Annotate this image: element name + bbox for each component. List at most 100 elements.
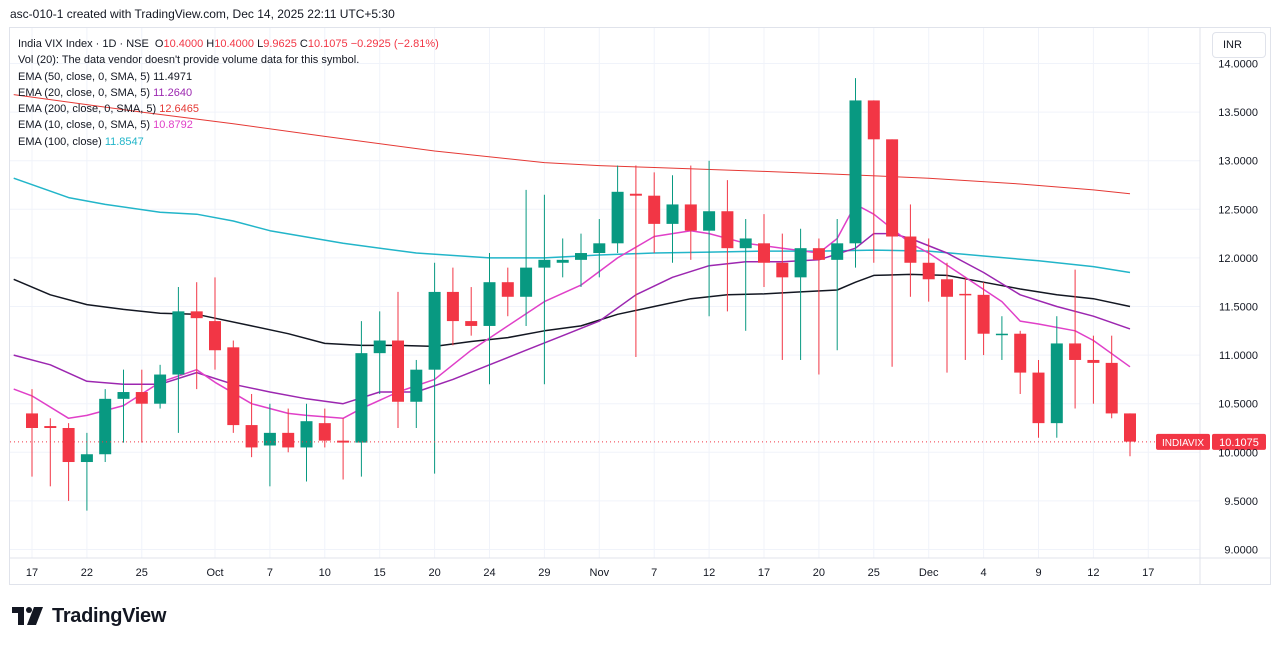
- candle-body: [886, 139, 899, 237]
- ema-200-label: EMA (200, close, 0, SMA, 5): [18, 103, 157, 116]
- candle-body: [1050, 343, 1063, 424]
- ema-10-label: EMA (10, close, 0, SMA, 5): [18, 119, 151, 132]
- candle-body: [483, 282, 496, 326]
- ema-line: [13, 203, 1131, 420]
- y-tick-label: 13.0000: [1218, 156, 1258, 168]
- candle: [703, 160, 716, 317]
- legend-ema-100[interactable]: EMA (100, close) 11.8547: [18, 134, 439, 150]
- chart-frame: [9, 27, 1271, 585]
- candle: [465, 287, 478, 336]
- candle: [1069, 269, 1082, 409]
- y-tick-label: 13.5000: [1218, 107, 1258, 119]
- candle: [337, 418, 350, 480]
- legend: India VIX Index · 1D · NSE O10.4000 H10.…: [18, 36, 439, 150]
- x-tick-label: 17: [758, 567, 770, 579]
- candle-body: [300, 421, 313, 448]
- y-axis: 9.0000 9.5000 10.0000 10.5000 11.0000 11.5000…: [1218, 59, 1258, 557]
- candle: [1032, 359, 1045, 438]
- candle-body: [428, 291, 441, 370]
- x-tick-label: Nov: [590, 567, 610, 579]
- candle-body: [446, 291, 459, 322]
- symbol-tag: [1156, 433, 1210, 450]
- candle: [721, 180, 734, 312]
- page-title: asc-010-1 created with TradingView.com, …: [10, 7, 395, 21]
- candle: [1124, 413, 1136, 457]
- legend-ema-10[interactable]: EMA (10, close, 0, SMA, 5) 10.8792: [18, 117, 439, 133]
- candle-body: [721, 211, 734, 249]
- legend-symbol-row[interactable]: India VIX Index · 1D · NSE O10.4000 H10.…: [18, 36, 439, 52]
- candle-body: [520, 267, 533, 297]
- x-tick-label: Dec: [919, 567, 939, 579]
- candle-body: [556, 259, 569, 263]
- x-tick-label: 20: [813, 567, 825, 579]
- candle: [26, 389, 38, 477]
- candle-body: [629, 193, 642, 196]
- candle: [154, 364, 167, 409]
- candle-body: [1087, 359, 1100, 363]
- candle-body: [648, 195, 661, 224]
- x-tick-label: 24: [483, 567, 495, 579]
- y-tick-label: 10.5000: [1218, 399, 1258, 411]
- close-label: C: [299, 38, 308, 50]
- candle: [1105, 335, 1118, 419]
- legend-ema-50[interactable]: EMA (50, close, 0, SMA, 5) 11.4971: [18, 69, 439, 85]
- candle-body: [135, 392, 148, 404]
- candle: [904, 204, 917, 297]
- y-tick-label: 12.0000: [1218, 253, 1258, 265]
- x-tick-label: 29: [538, 567, 550, 579]
- ema-50-label: EMA (50, close, 0, SMA, 5): [18, 70, 151, 83]
- candle-body: [575, 253, 587, 260]
- x-tick-label: 9: [1035, 567, 1041, 579]
- candle: [575, 233, 587, 288]
- low-label: L: [257, 38, 264, 50]
- candles: [26, 78, 1136, 511]
- legend-ema-20[interactable]: EMA (20, close, 0, SMA, 5) 11.2640: [18, 85, 439, 101]
- candle-body: [465, 321, 478, 326]
- candle-body: [904, 236, 917, 263]
- open-value: 10.4000: [163, 38, 204, 50]
- candle: [392, 291, 404, 428]
- x-tick-label: Oct: [206, 567, 223, 579]
- ema-lines: [13, 94, 1131, 420]
- candle: [318, 408, 331, 448]
- tradingview-brand[interactable]: TradingView: [12, 604, 166, 628]
- candle: [428, 262, 441, 474]
- candle: [209, 277, 221, 370]
- candle: [263, 403, 276, 487]
- candle-body: [62, 428, 75, 463]
- y-tick-label: 9.5000: [1224, 496, 1258, 508]
- x-tick-label: 17: [1142, 567, 1154, 579]
- candle-body: [959, 293, 972, 296]
- ema-20-value: 11.2640: [153, 86, 193, 99]
- ema-line: [13, 273, 1131, 348]
- candle: [758, 214, 770, 288]
- candle: [739, 219, 752, 331]
- tradingview-logo-icon: [12, 607, 43, 625]
- candle-body: [26, 413, 38, 428]
- candle-body: [739, 238, 752, 249]
- candle: [611, 165, 624, 254]
- candle: [117, 369, 130, 443]
- candle: [80, 432, 93, 511]
- candle: [849, 78, 862, 268]
- ema-line: [13, 177, 1131, 274]
- symbol-name[interactable]: India VIX Index · 1D · NSE: [18, 38, 149, 50]
- legend-volume-row[interactable]: Vol (20): The data vendor doesn't provid…: [18, 52, 439, 68]
- legend-ema-200[interactable]: EMA (200, close, 0, SMA, 5) 12.6465: [18, 101, 439, 117]
- candle: [629, 165, 642, 358]
- currency-button[interactable]: INR: [1212, 32, 1266, 58]
- x-tick-label: 22: [81, 567, 93, 579]
- candle-body: [392, 340, 404, 402]
- candle-body: [794, 248, 807, 278]
- candle-body: [282, 432, 295, 448]
- candle: [1087, 335, 1100, 404]
- candle-body: [44, 426, 57, 428]
- y-tick-label: 11.0000: [1219, 350, 1258, 362]
- last-price-label: 10.1075: [1219, 437, 1259, 449]
- candle-body: [99, 398, 112, 455]
- ema-20-label: EMA (20, close, 0, SMA, 5): [18, 86, 151, 99]
- candle: [99, 389, 112, 463]
- x-tick-label: 25: [868, 567, 880, 579]
- candle: [172, 287, 185, 433]
